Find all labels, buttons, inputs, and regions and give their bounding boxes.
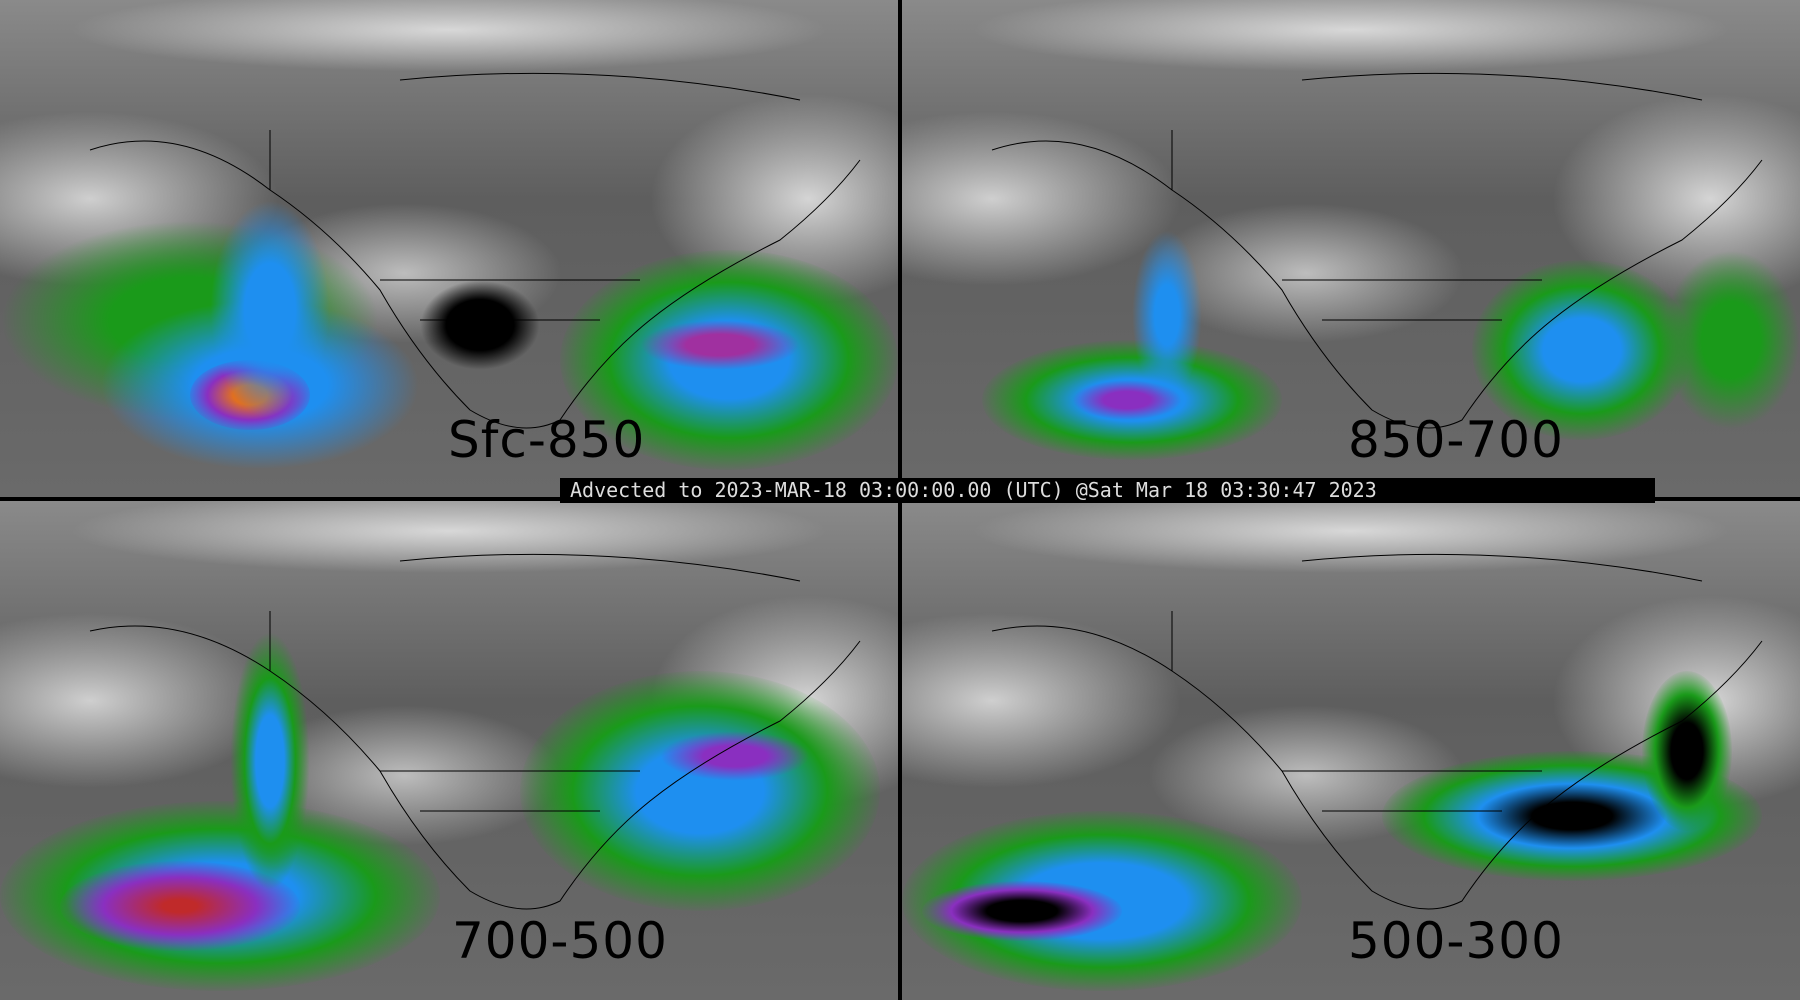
layer-label: 700-500 <box>452 912 668 970</box>
terrain-mask <box>420 280 540 370</box>
panel-sfc-850: Sfc-850 <box>0 0 898 497</box>
layer-label: Sfc-850 <box>448 411 646 469</box>
layer-label: 500-300 <box>1348 912 1564 970</box>
moisture-plume-blue-pacific <box>210 200 330 420</box>
moisture-plume-stream <box>1132 230 1202 400</box>
moisture-plume-core <box>922 881 1122 941</box>
moisture-plume-northeast <box>1642 671 1732 831</box>
layer-label: 850-700 <box>1348 411 1564 469</box>
moisture-plume-east-core <box>640 320 800 370</box>
moisture-plume-east-core <box>660 731 810 781</box>
advection-timestamp-banner: Advected to 2023-MAR-18 03:00:00.00 (UTC… <box>560 478 1655 503</box>
moisture-plume-east <box>520 671 880 911</box>
panel-700-500: 700-500 <box>0 501 898 1000</box>
moisture-plume-stream <box>230 631 310 891</box>
panel-500-300: 500-300 <box>902 501 1800 1000</box>
moisture-plume-atlantic <box>1662 250 1800 430</box>
panel-850-700: 850-700 <box>902 0 1800 497</box>
